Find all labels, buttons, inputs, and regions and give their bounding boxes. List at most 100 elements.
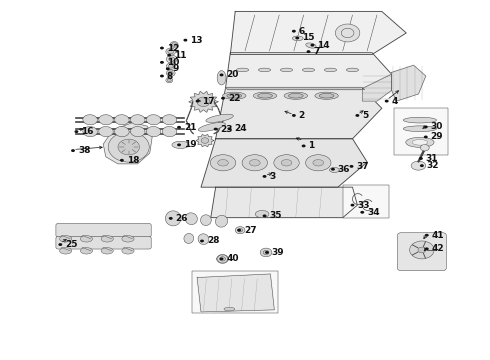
- Circle shape: [168, 49, 173, 54]
- Ellipse shape: [406, 137, 434, 147]
- Polygon shape: [392, 65, 426, 101]
- Polygon shape: [201, 139, 367, 187]
- Ellipse shape: [324, 68, 337, 72]
- Ellipse shape: [258, 93, 272, 98]
- Ellipse shape: [330, 167, 339, 172]
- Ellipse shape: [162, 115, 177, 125]
- Ellipse shape: [403, 126, 437, 132]
- Ellipse shape: [255, 211, 269, 218]
- Circle shape: [260, 248, 272, 257]
- Circle shape: [71, 149, 75, 152]
- Text: 40: 40: [226, 255, 239, 264]
- Circle shape: [331, 168, 335, 171]
- Ellipse shape: [60, 248, 72, 254]
- Circle shape: [307, 50, 311, 53]
- Ellipse shape: [101, 248, 113, 254]
- Circle shape: [265, 251, 269, 254]
- Ellipse shape: [115, 115, 129, 125]
- Text: 7: 7: [314, 47, 320, 56]
- Circle shape: [235, 226, 245, 234]
- Circle shape: [214, 128, 218, 131]
- Ellipse shape: [319, 93, 334, 98]
- Circle shape: [217, 255, 228, 263]
- Circle shape: [292, 114, 296, 117]
- Ellipse shape: [313, 159, 324, 166]
- Polygon shape: [362, 74, 392, 101]
- Text: 4: 4: [392, 96, 398, 105]
- Circle shape: [118, 139, 140, 155]
- Text: 16: 16: [81, 127, 94, 136]
- Circle shape: [227, 127, 231, 130]
- Circle shape: [197, 97, 210, 107]
- Text: 29: 29: [431, 132, 443, 141]
- Ellipse shape: [258, 68, 270, 72]
- Ellipse shape: [98, 115, 113, 125]
- Text: 38: 38: [78, 146, 90, 155]
- Circle shape: [74, 130, 78, 133]
- Text: 31: 31: [426, 154, 438, 163]
- Circle shape: [418, 247, 426, 253]
- Circle shape: [425, 247, 429, 250]
- Ellipse shape: [184, 233, 194, 243]
- Text: 34: 34: [367, 208, 380, 217]
- FancyBboxPatch shape: [343, 185, 389, 218]
- Ellipse shape: [165, 211, 181, 226]
- Circle shape: [295, 37, 299, 40]
- Ellipse shape: [98, 127, 113, 137]
- Text: 27: 27: [244, 226, 257, 235]
- Circle shape: [58, 243, 62, 246]
- Ellipse shape: [172, 141, 189, 148]
- Ellipse shape: [115, 127, 129, 137]
- Text: 10: 10: [167, 58, 179, 67]
- Text: 5: 5: [362, 111, 368, 120]
- Text: 17: 17: [202, 96, 215, 105]
- Text: 42: 42: [432, 244, 444, 253]
- Ellipse shape: [217, 71, 226, 85]
- Bar: [192, 271, 278, 314]
- Text: 8: 8: [167, 72, 173, 81]
- Ellipse shape: [162, 127, 177, 137]
- Circle shape: [169, 57, 174, 61]
- Ellipse shape: [274, 155, 299, 171]
- Circle shape: [360, 211, 364, 214]
- Text: 25: 25: [65, 240, 78, 249]
- Text: 39: 39: [272, 248, 285, 257]
- Circle shape: [292, 30, 296, 33]
- Polygon shape: [211, 187, 357, 218]
- Circle shape: [160, 75, 164, 77]
- Ellipse shape: [130, 115, 145, 125]
- Circle shape: [177, 126, 181, 129]
- Text: 11: 11: [174, 51, 187, 60]
- Circle shape: [311, 44, 315, 46]
- Text: 19: 19: [184, 140, 196, 149]
- Ellipse shape: [147, 127, 161, 137]
- Ellipse shape: [412, 140, 428, 145]
- Circle shape: [183, 39, 187, 41]
- Circle shape: [410, 241, 434, 259]
- Circle shape: [166, 48, 175, 55]
- Ellipse shape: [198, 234, 209, 244]
- Ellipse shape: [315, 92, 338, 99]
- Text: 9: 9: [172, 64, 179, 73]
- Circle shape: [166, 55, 177, 63]
- Text: 6: 6: [299, 27, 305, 36]
- Text: 3: 3: [270, 172, 276, 181]
- Ellipse shape: [306, 155, 331, 171]
- Ellipse shape: [122, 248, 134, 254]
- Circle shape: [167, 79, 171, 82]
- Polygon shape: [189, 91, 218, 112]
- Polygon shape: [103, 123, 152, 164]
- Ellipse shape: [83, 127, 98, 137]
- Ellipse shape: [218, 159, 228, 166]
- Ellipse shape: [122, 235, 134, 242]
- Circle shape: [263, 215, 267, 217]
- Text: 28: 28: [207, 237, 220, 246]
- Ellipse shape: [198, 122, 225, 131]
- Ellipse shape: [130, 127, 145, 137]
- Text: 14: 14: [318, 41, 330, 50]
- Ellipse shape: [216, 215, 228, 227]
- Ellipse shape: [222, 92, 246, 99]
- Circle shape: [168, 71, 173, 75]
- Polygon shape: [225, 53, 392, 89]
- Ellipse shape: [227, 93, 242, 98]
